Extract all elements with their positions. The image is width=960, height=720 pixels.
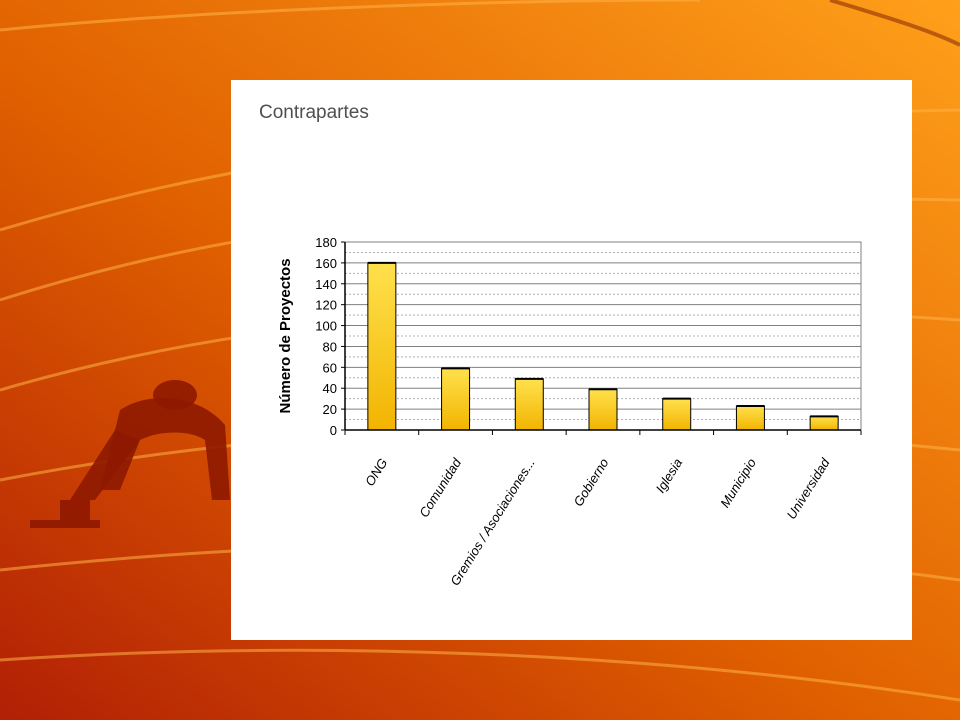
y-tick-label: 140 [315, 277, 337, 292]
bar [588, 388, 618, 431]
bar [809, 415, 839, 431]
bar [735, 405, 765, 431]
gridlines [345, 241, 861, 421]
x-tick-label: Universidad [784, 455, 834, 522]
x-tick-label: Comunidad [416, 455, 464, 520]
bars [367, 261, 839, 431]
x-tick-label: Iglesia [653, 456, 686, 496]
y-tick-label: 80 [323, 339, 337, 354]
y-tick-label: 60 [323, 360, 337, 375]
x-tick-label: Gobierno [570, 456, 611, 509]
y-tick-label: 40 [323, 381, 337, 396]
bar [514, 378, 544, 431]
y-tick-label: 100 [315, 319, 337, 334]
bar [662, 398, 692, 431]
x-tick-label: Municipio [717, 456, 759, 511]
x-tick-label: ONG [362, 456, 390, 489]
sprinter-icon [30, 380, 230, 528]
bar [367, 262, 397, 431]
y-tick-label: 20 [323, 402, 337, 417]
y-tick-labels: 0 20 40 60 80 100 120 140 160 180 [315, 235, 345, 438]
y-axis-label: Número de Proyectos [277, 258, 294, 413]
chart-title: Contrapartes [259, 102, 369, 123]
y-tick-label: 160 [315, 256, 337, 271]
chart-panel: Contrapartes 0 20 40 60 80 100 120 140 160 180 ON… [231, 80, 912, 640]
y-tick-label: 0 [330, 423, 337, 438]
bar [441, 367, 471, 431]
y-tick-label: 180 [315, 235, 337, 250]
y-tick-label: 120 [315, 298, 337, 313]
x-tick-label: Gremios / Asociaciones... [447, 456, 538, 589]
bar-chart: Contrapartes 0 20 40 60 80 100 120 140 160 180 ON… [259, 102, 862, 589]
